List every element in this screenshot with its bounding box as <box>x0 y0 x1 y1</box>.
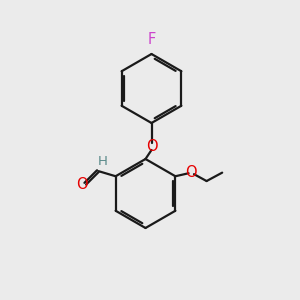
Text: O: O <box>146 139 157 154</box>
Text: F: F <box>147 32 156 47</box>
Text: O: O <box>76 177 88 192</box>
Text: O: O <box>185 165 197 180</box>
Text: H: H <box>98 155 107 168</box>
